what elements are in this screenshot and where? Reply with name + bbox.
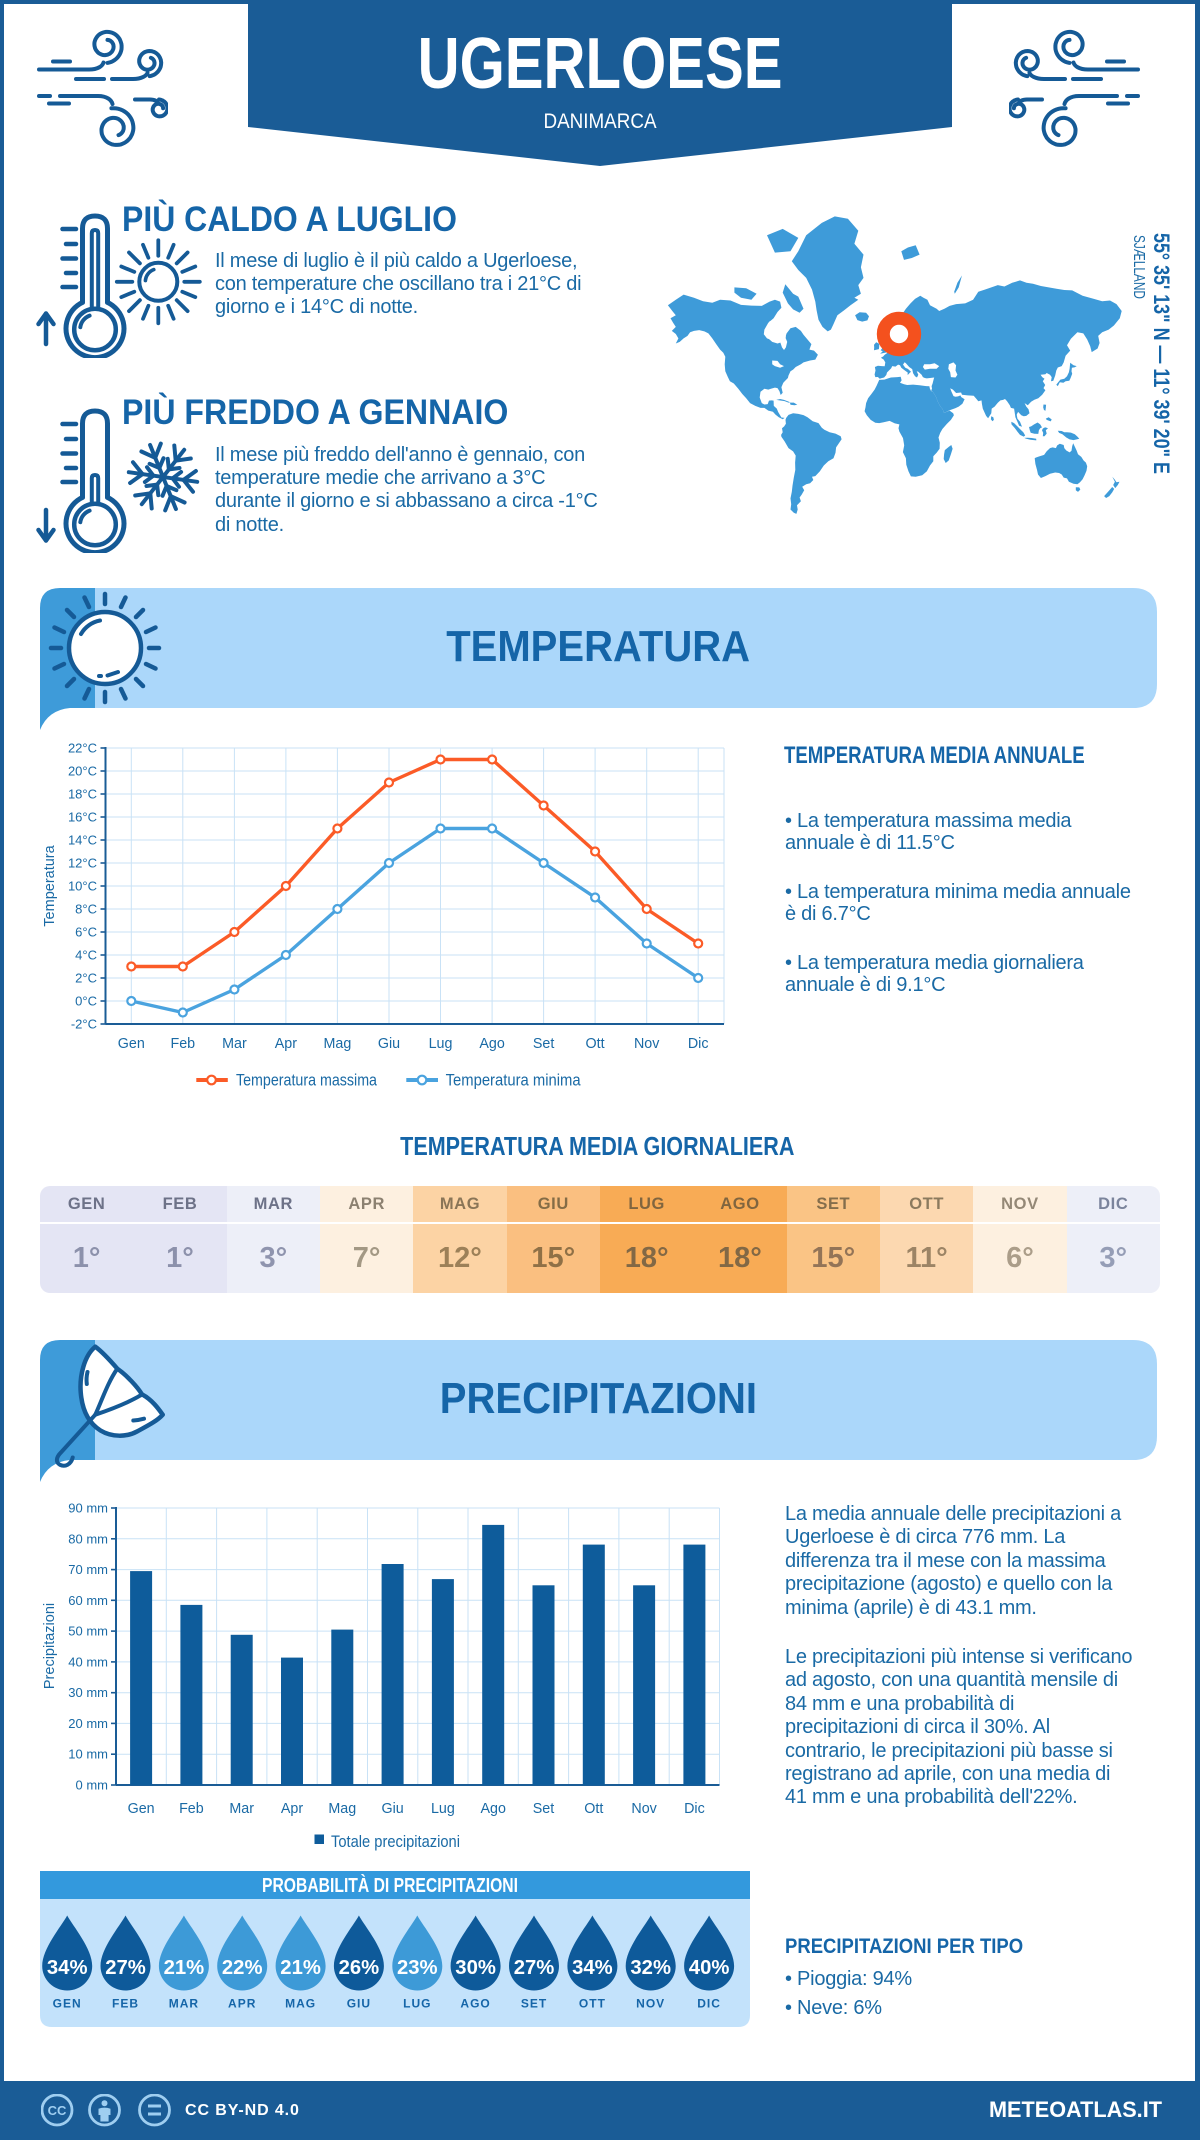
svg-text:14°C: 14°C <box>68 833 97 848</box>
svg-text:2°C: 2°C <box>75 971 97 986</box>
svg-text:Gen: Gen <box>128 1801 155 1817</box>
svg-text:90 mm: 90 mm <box>68 1501 108 1516</box>
svg-text:50 mm: 50 mm <box>68 1624 108 1639</box>
svg-text:Precipitazioni: Precipitazioni <box>42 1603 58 1689</box>
svg-text:20°C: 20°C <box>68 764 97 779</box>
svg-text:8°C: 8°C <box>75 902 97 917</box>
svg-text:12°C: 12°C <box>68 856 97 871</box>
svg-text:Temperatura massima: Temperatura massima <box>236 1072 378 1090</box>
svg-text:22°C: 22°C <box>68 741 97 756</box>
svg-text:Lug: Lug <box>429 1036 453 1052</box>
svg-text:APR: APR <box>228 1997 256 2011</box>
svg-text:34%: 34% <box>47 1957 88 1979</box>
svg-text:23%: 23% <box>397 1957 438 1979</box>
svg-text:30 mm: 30 mm <box>68 1685 108 1700</box>
svg-text:70 mm: 70 mm <box>68 1562 108 1577</box>
svg-text:Apr: Apr <box>281 1801 303 1817</box>
svg-text:SET: SET <box>521 1997 547 2011</box>
svg-text:20 mm: 20 mm <box>68 1716 108 1731</box>
svg-text:MAR: MAR <box>169 1997 199 2011</box>
svg-text:Nov: Nov <box>634 1036 660 1052</box>
svg-text:SJÆLLAND: SJÆLLAND <box>1130 235 1147 299</box>
svg-text:27%: 27% <box>514 1957 555 1979</box>
svg-text:PROBABILITÀ DI PRECIPITAZIONI: PROBABILITÀ DI PRECIPITAZIONI <box>262 1874 518 1897</box>
svg-text:Dic: Dic <box>688 1036 709 1052</box>
svg-text:10 mm: 10 mm <box>68 1747 108 1762</box>
svg-text:GEN: GEN <box>53 1997 82 2011</box>
svg-text:26%: 26% <box>339 1957 380 1979</box>
svg-text:MAG: MAG <box>285 1997 316 2011</box>
svg-text:Dic: Dic <box>684 1801 705 1817</box>
svg-text:-2°C: -2°C <box>71 1017 97 1032</box>
svg-text:Giu: Giu <box>381 1801 403 1817</box>
svg-text:Set: Set <box>533 1036 554 1052</box>
svg-text:OTT: OTT <box>579 1997 606 2011</box>
svg-text:4°C: 4°C <box>75 948 97 963</box>
svg-text:Temperatura minima: Temperatura minima <box>446 1072 582 1090</box>
svg-text:6°C: 6°C <box>75 925 97 940</box>
svg-text:0°C: 0°C <box>75 994 97 1009</box>
svg-text:Mar: Mar <box>222 1036 247 1052</box>
svg-text:GIU: GIU <box>347 1997 371 2011</box>
svg-text:18°C: 18°C <box>68 787 97 802</box>
svg-text:Lug: Lug <box>431 1801 455 1817</box>
svg-text:Apr: Apr <box>275 1036 297 1052</box>
svg-text:Feb: Feb <box>179 1801 204 1817</box>
svg-text:16°C: 16°C <box>68 810 97 825</box>
svg-text:LUG: LUG <box>403 1997 431 2011</box>
svg-text:27%: 27% <box>105 1957 146 1979</box>
svg-text:Giu: Giu <box>378 1036 400 1052</box>
svg-text:0 mm: 0 mm <box>76 1778 109 1793</box>
svg-text:Temperatura: Temperatura <box>42 844 58 926</box>
svg-text:Mag: Mag <box>328 1801 356 1817</box>
svg-text:FEB: FEB <box>112 1997 139 2011</box>
svg-text:Nov: Nov <box>631 1801 657 1817</box>
svg-text:Mar: Mar <box>229 1801 254 1817</box>
svg-text:DIC: DIC <box>697 1997 721 2011</box>
svg-text:21%: 21% <box>164 1957 205 1979</box>
svg-text:Ott: Ott <box>586 1036 605 1052</box>
svg-text:30%: 30% <box>455 1957 496 1979</box>
svg-text:40 mm: 40 mm <box>68 1654 108 1669</box>
svg-text:34%: 34% <box>572 1957 613 1979</box>
svg-text:NOV: NOV <box>636 1997 665 2011</box>
svg-text:21%: 21% <box>280 1957 321 1979</box>
svg-text:Ago: Ago <box>479 1036 504 1052</box>
svg-text:Ott: Ott <box>584 1801 603 1817</box>
svg-text:Gen: Gen <box>118 1036 145 1052</box>
svg-text:CC: CC <box>48 2103 67 2118</box>
svg-text:60 mm: 60 mm <box>68 1593 108 1608</box>
svg-text:22%: 22% <box>222 1957 263 1979</box>
svg-text:Set: Set <box>533 1801 554 1817</box>
svg-text:Feb: Feb <box>170 1036 195 1052</box>
svg-text:32%: 32% <box>630 1957 671 1979</box>
svg-text:Ago: Ago <box>480 1801 505 1817</box>
svg-text:10°C: 10°C <box>68 879 97 894</box>
svg-text:Mag: Mag <box>323 1036 351 1052</box>
svg-text:55° 35' 13" N — 11° 39' 20" E: 55° 35' 13" N — 11° 39' 20" E <box>1149 233 1174 474</box>
svg-text:Totale precipitazioni: Totale precipitazioni <box>331 1833 460 1851</box>
svg-text:80 mm: 80 mm <box>68 1531 108 1546</box>
svg-text:AGO: AGO <box>460 1997 490 2011</box>
svg-text:40%: 40% <box>689 1957 730 1979</box>
